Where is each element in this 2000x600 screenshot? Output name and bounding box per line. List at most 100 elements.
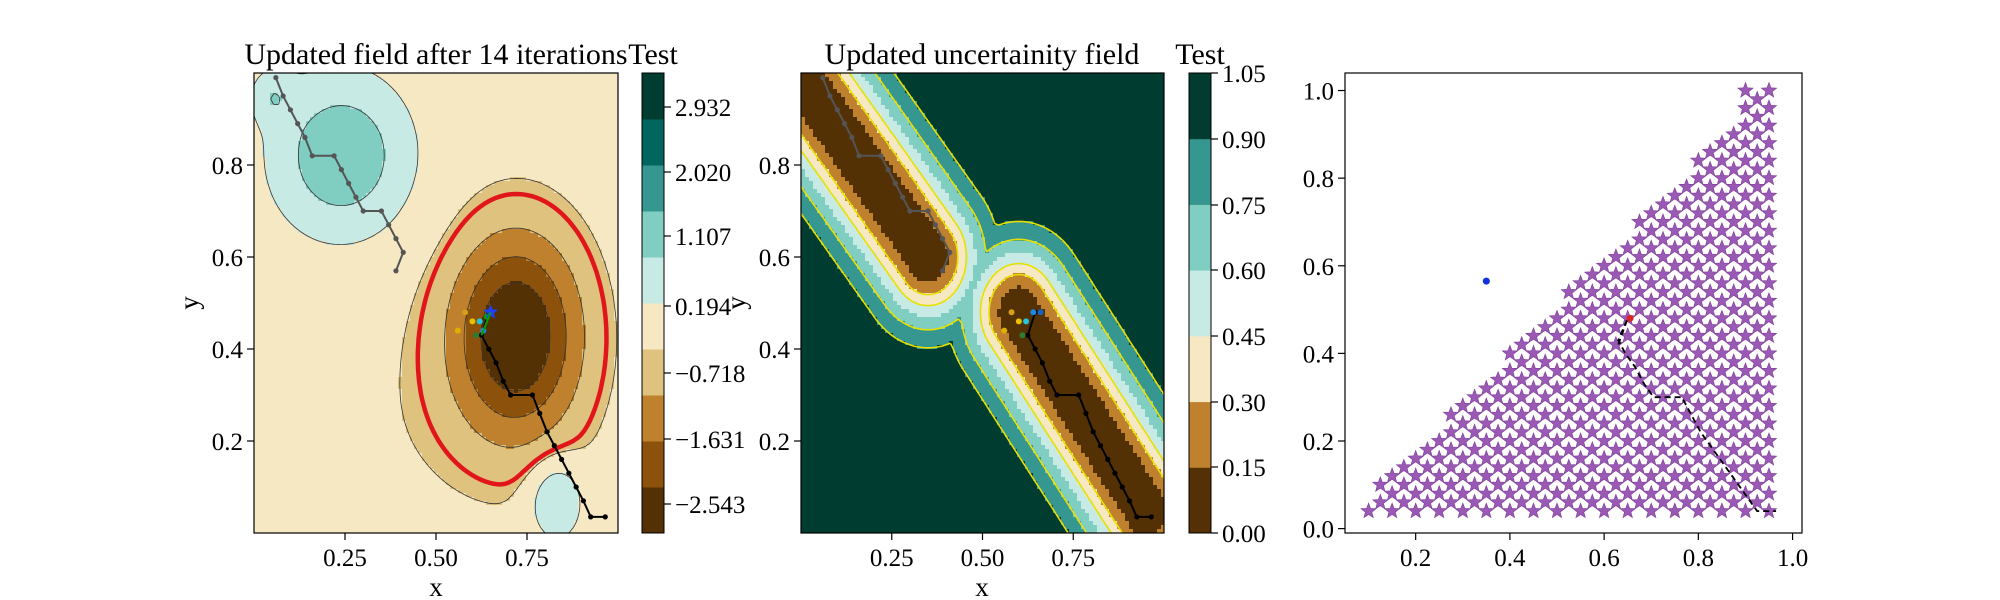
candidate-star — [1595, 344, 1613, 361]
candidate-star — [1619, 256, 1637, 273]
candidate-star — [1678, 230, 1696, 247]
candidate-star — [1583, 283, 1601, 300]
candidate-star — [1572, 309, 1590, 326]
candidate-star — [1583, 370, 1601, 387]
candidate-star — [1713, 291, 1731, 308]
candidate-star — [1678, 178, 1696, 195]
candidate-star — [1760, 379, 1778, 396]
candidate-star — [1548, 327, 1566, 343]
candidate-star — [1666, 397, 1684, 414]
candidate-star — [1513, 440, 1531, 457]
colorbar-tick-label: 0.90 — [1222, 127, 1266, 154]
candidate-star — [1748, 493, 1766, 510]
candidate-star — [1560, 300, 1578, 317]
candidate-star — [1701, 440, 1719, 457]
candidate-star — [1619, 291, 1637, 308]
field-paths — [273, 75, 608, 520]
candidate-star — [1666, 344, 1684, 361]
candidate-star — [1666, 221, 1684, 238]
candidate-star — [1678, 388, 1696, 405]
colorbar-bin — [1189, 138, 1211, 205]
candidate-star — [1572, 379, 1590, 396]
candidate-star — [1548, 309, 1566, 326]
candidate-star — [1760, 151, 1778, 168]
candidate-star — [1572, 397, 1590, 414]
colorbar-bin — [642, 487, 664, 534]
candidate-star — [1548, 484, 1566, 501]
candidate-grid-panel: 0.2 0.4 0.6 0.8 1.0 0.0 0.2 0.4 0.6 0.8 1.0 — [1303, 72, 1808, 572]
candidate-star — [1737, 221, 1754, 238]
candidate-star — [1678, 493, 1696, 510]
candidate-star — [1548, 502, 1566, 519]
candidate-star — [1524, 449, 1542, 466]
colorbar-bin — [1189, 467, 1211, 534]
colorbar-tick-label: 2.932 — [675, 95, 731, 122]
candidate-star — [1678, 213, 1696, 230]
black-path-point — [1112, 470, 1118, 476]
candidate-star — [1689, 467, 1707, 484]
candidate-star — [1725, 440, 1743, 457]
candidate-star — [1748, 107, 1766, 124]
candidate-star — [1737, 309, 1754, 326]
candidate-star — [1607, 405, 1625, 422]
x-tick-label: 0.75 — [505, 545, 549, 572]
candidate-star — [1701, 265, 1719, 282]
candidate-star — [1737, 274, 1754, 291]
candidate-star — [1760, 467, 1778, 484]
candidate-star — [1466, 458, 1484, 475]
candidate-star — [1725, 318, 1743, 335]
candidate-star — [1595, 291, 1613, 308]
colorbar-tick-label: −2.543 — [675, 492, 745, 519]
gray-path — [821, 77, 951, 272]
black-path-point — [1083, 410, 1089, 416]
candidate-star — [1466, 440, 1484, 457]
x-tick-label: 0.6 — [1588, 545, 1619, 572]
candidate-star — [1536, 475, 1554, 492]
colorbar-tick-label: −1.631 — [675, 427, 745, 454]
gray-path-point — [820, 75, 826, 81]
candidate-star — [1395, 475, 1413, 492]
candidate-star — [1713, 186, 1731, 203]
candidate-star — [1666, 291, 1684, 308]
candidate-star — [1407, 449, 1425, 466]
candidate-star — [1548, 414, 1566, 431]
candidate-star — [1583, 423, 1601, 440]
candidate-star — [1689, 449, 1707, 466]
candidate-star — [1642, 239, 1660, 256]
gray-path-point — [939, 268, 946, 274]
sample-point — [1030, 309, 1037, 316]
candidate-star — [1654, 335, 1672, 352]
candidate-star — [1583, 353, 1601, 370]
candidate-star — [1548, 362, 1566, 379]
colorbar-bin — [1189, 204, 1211, 271]
candidate-star — [1701, 248, 1719, 265]
candidate-star — [1654, 230, 1672, 247]
candidate-star — [1666, 239, 1684, 256]
colorbar-tick-label: 2.020 — [675, 160, 731, 187]
candidate-star — [1737, 467, 1754, 484]
candidate-star — [1560, 493, 1578, 510]
candidate-star — [1572, 502, 1590, 519]
colorbar-bin — [1189, 73, 1211, 140]
candidate-star — [1489, 388, 1507, 405]
candidate-star — [1619, 449, 1637, 466]
candidate-star — [1631, 405, 1648, 422]
candidate-star — [1430, 432, 1448, 449]
y-tick-label: 0.4 — [212, 337, 244, 364]
candidate-star — [1713, 169, 1731, 186]
gray-path-point — [393, 236, 399, 242]
black-path-point — [529, 392, 536, 398]
candidate-star — [1725, 300, 1743, 317]
candidate-star — [1607, 248, 1625, 265]
candidate-star — [1524, 397, 1542, 414]
gray-path-point — [932, 222, 938, 228]
gray-path-point — [309, 153, 315, 159]
candidate-star — [1536, 318, 1554, 335]
candidate-star — [1725, 370, 1743, 387]
candidate-star — [1513, 370, 1531, 387]
candidate-star — [1430, 467, 1448, 484]
candidate-star — [1501, 467, 1519, 484]
colorbar-tick-label: 1.05 — [1222, 61, 1266, 88]
candidate-star — [1701, 213, 1719, 230]
x-tick-label: 0.8 — [1683, 545, 1714, 572]
